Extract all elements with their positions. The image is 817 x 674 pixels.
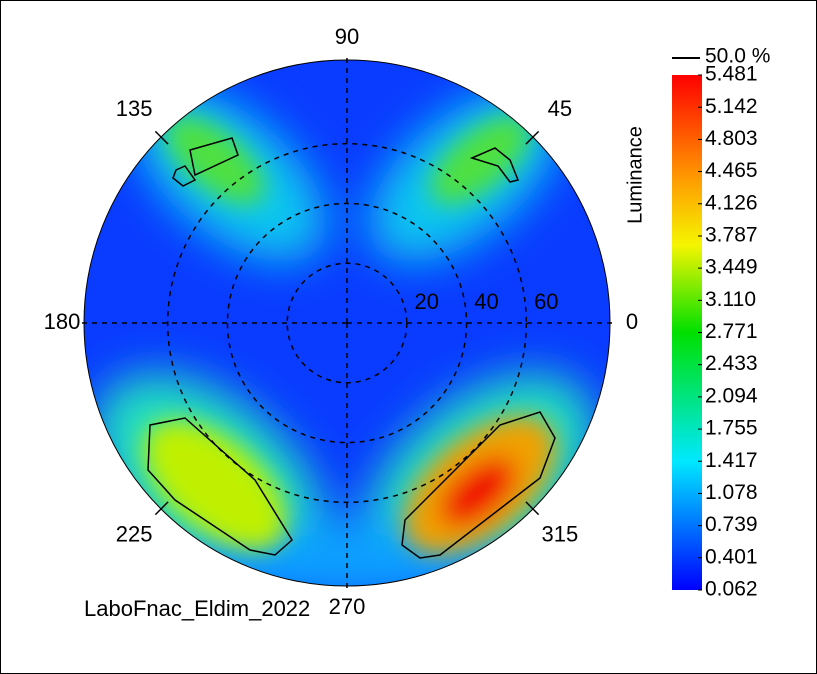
angle-tick (525, 501, 540, 516)
radial-grid-ring (166, 142, 528, 504)
radial-grid-ring (226, 202, 468, 444)
colorbar-tick-label: 1.755 (705, 417, 758, 440)
colorbar-tick-label: 4.803 (705, 127, 758, 150)
colorbar-tick-label: 2.771 (705, 320, 758, 343)
radial-tick-label: 40 (474, 289, 498, 314)
angle-tick-label: 225 (116, 522, 153, 547)
angle-tick-label: 180 (44, 309, 81, 334)
colorbar: 5.481 5.142 4.803 4.465 4.126 3.787 3.449 3.110… (624, 45, 770, 601)
contours (147, 137, 556, 559)
colorbar-tick-label: 4.465 (705, 159, 758, 182)
colorbar-tick-label: 1.078 (705, 481, 758, 504)
colorbar-tick-label: 0.401 (705, 545, 758, 568)
contour-legend-label: 50.0 % (705, 45, 770, 68)
angle-tick-label: 315 (541, 522, 578, 547)
angle-tick-label: 270 (329, 594, 366, 619)
angle-tick (525, 130, 540, 145)
colorbar-tick-label: 5.481 (705, 63, 758, 86)
colorbar-tick-label: 2.094 (705, 384, 758, 407)
colorbar-title: Luminance (624, 126, 646, 224)
colorbar-tick-label: 3.787 (705, 224, 758, 247)
angle-tick (154, 130, 169, 145)
colorbar-tick-label: 0.062 (705, 578, 758, 601)
colorbar-gradient (672, 75, 702, 590)
angle-tick-label: 45 (548, 96, 572, 121)
angle-tick-label: 0 (626, 309, 638, 334)
radial-tick-label: 60 (534, 289, 558, 314)
angle-tick-label: 135 (116, 96, 153, 121)
angle-tick (154, 501, 169, 516)
footer: LaboFnac_Eldim_2022 (84, 596, 310, 621)
colorbar-tick-label: 4.126 (705, 191, 758, 214)
colorbar-tick-label: 2.433 (705, 352, 758, 375)
colorbar-tick-label: 1.417 (705, 449, 758, 472)
radial-grid-ring (286, 262, 408, 384)
radial-tick-label: 20 (415, 289, 439, 314)
colorbar-tick-label: 3.110 (705, 288, 756, 311)
angle-tick-label: 90 (335, 24, 359, 49)
colorbar-tick-label: 0.739 (705, 513, 758, 536)
colorbar-tick-label: 5.142 (705, 95, 758, 118)
colorbar-tick-label: 3.449 (705, 256, 758, 279)
